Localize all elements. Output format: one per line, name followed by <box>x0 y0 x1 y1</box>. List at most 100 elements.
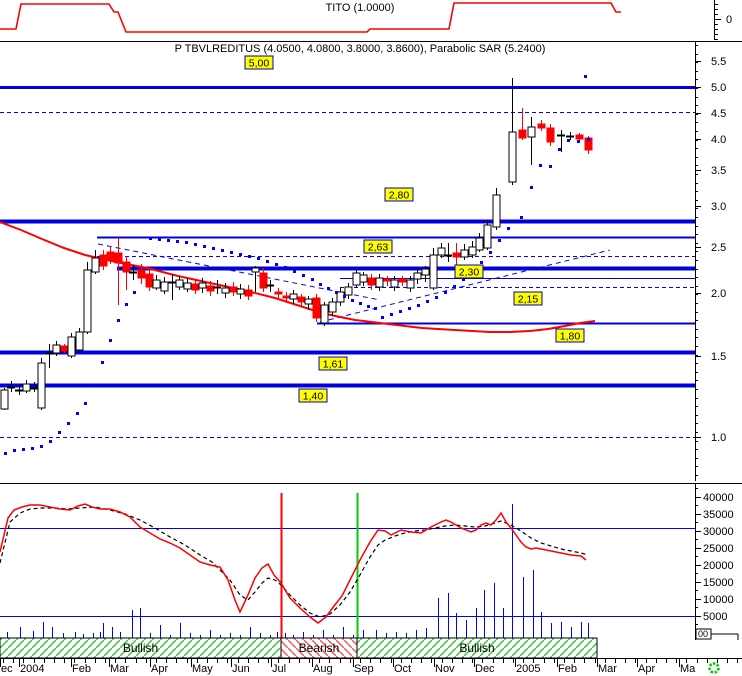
candle-body <box>152 279 161 289</box>
tito-panel-title: TITO (1.0000) <box>325 2 395 14</box>
oscillator-line <box>0 503 587 624</box>
candle <box>106 246 115 264</box>
candle-body <box>175 279 184 288</box>
sar-dot <box>133 291 136 294</box>
sar-dot <box>351 299 354 302</box>
candle <box>175 276 184 290</box>
candle <box>30 382 38 392</box>
volume-panel: 40000 35000 30000 25000 20000 15000 10000 5000 0… <box>0 483 739 640</box>
sar-dot <box>293 270 296 273</box>
price-flag[interactable]: 1,80 <box>555 328 585 343</box>
sar-dot <box>212 247 215 250</box>
x-axis-month-label: Feb <box>558 663 577 675</box>
sar-dot <box>311 278 314 281</box>
sar-dot <box>117 319 120 322</box>
sar-dot <box>558 148 561 151</box>
price-axis-tick-label: 1.5 <box>711 351 726 363</box>
price-flag[interactable]: 2,80 <box>384 187 414 202</box>
candle <box>421 266 430 282</box>
price-flag-box[interactable] <box>244 55 274 70</box>
price-flag-label: 2,30 <box>459 267 480 279</box>
band-label: Bearish <box>299 641 340 655</box>
sar-dot <box>417 304 420 307</box>
sar-dot <box>426 300 429 303</box>
price-flag[interactable]: 5,00 <box>244 55 274 70</box>
candle-body <box>22 383 31 392</box>
volume-axis-tick-label: 10000 <box>703 594 734 606</box>
candle-body <box>320 304 329 324</box>
candle <box>460 244 469 260</box>
sar-dot <box>343 295 346 298</box>
candle <box>328 298 337 316</box>
price-flag-box[interactable] <box>513 291 543 306</box>
price-flag-box[interactable] <box>363 239 393 254</box>
price-flag[interactable]: 1,40 <box>298 388 328 403</box>
dashed-trendline[interactable] <box>97 243 381 301</box>
band-label: Bullish <box>123 641 158 655</box>
dashed-trendline[interactable] <box>319 249 611 323</box>
price-flag-box[interactable] <box>555 328 585 343</box>
candle-body <box>575 134 584 140</box>
candle-body <box>0 389 9 410</box>
candle-body <box>114 252 123 264</box>
candle <box>359 272 368 286</box>
status-green-circle-icon[interactable] <box>708 662 720 674</box>
candle-body <box>429 254 438 289</box>
candle-body <box>452 252 461 258</box>
x-axis-month-label: Sep <box>354 663 374 675</box>
candle-body <box>221 287 230 294</box>
price-flag[interactable]: 2,30 <box>454 264 484 279</box>
candle <box>160 277 169 294</box>
candle-body <box>359 274 368 283</box>
x-axis-month-label: Jul <box>272 663 286 675</box>
candle <box>375 274 384 291</box>
sar-dot <box>507 227 510 230</box>
candle-body <box>367 277 376 286</box>
sar-dot <box>149 237 152 240</box>
candle <box>557 130 565 152</box>
candle-body <box>527 126 536 138</box>
price-flag[interactable]: 1,61 <box>318 356 348 371</box>
candle-body <box>274 291 283 295</box>
candle-body <box>99 254 108 267</box>
candle <box>198 278 207 293</box>
price-flag-box[interactable] <box>318 356 348 371</box>
candle-body <box>421 268 430 276</box>
candle <box>312 294 321 322</box>
candle <box>527 117 536 165</box>
regime-band-bullish: Bullish <box>356 637 598 659</box>
candle-body <box>122 261 131 273</box>
sar-dot <box>109 339 112 342</box>
price-flag-box[interactable] <box>384 187 414 202</box>
sar-dot <box>84 402 87 405</box>
candle-body <box>304 298 313 305</box>
price-axis-tick-label: 4.0 <box>711 134 726 146</box>
x-axis-month-label: Dec <box>475 663 495 675</box>
candle <box>0 388 9 410</box>
band-label: Bullish <box>459 641 494 655</box>
candle-body <box>37 362 46 409</box>
price-flag-box[interactable] <box>454 264 484 279</box>
candle <box>83 262 92 334</box>
candle <box>168 274 176 300</box>
sar-dot <box>203 245 206 248</box>
x-axis-month-label: Ma <box>680 663 696 675</box>
price-flag[interactable]: 2,63 <box>363 239 393 254</box>
candle <box>75 328 84 352</box>
price-flag[interactable]: 2,15 <box>513 291 543 306</box>
volume-axis-tick-label: 15000 <box>703 577 734 589</box>
sar-dot <box>125 303 128 306</box>
candle <box>52 341 61 356</box>
candle-body <box>537 123 546 129</box>
sar-dot <box>239 253 242 256</box>
sar-dot <box>221 249 224 252</box>
price-flag-label: 2,63 <box>368 242 389 254</box>
candle <box>483 220 492 250</box>
corner-value-label: 00 <box>698 629 708 639</box>
price-flag-box[interactable] <box>298 388 328 403</box>
candle-body <box>137 269 146 279</box>
x-axis-month-label: Nov <box>435 663 455 675</box>
price-axis-tick-label: 1.0 <box>711 432 726 444</box>
sar-dot <box>58 431 61 434</box>
